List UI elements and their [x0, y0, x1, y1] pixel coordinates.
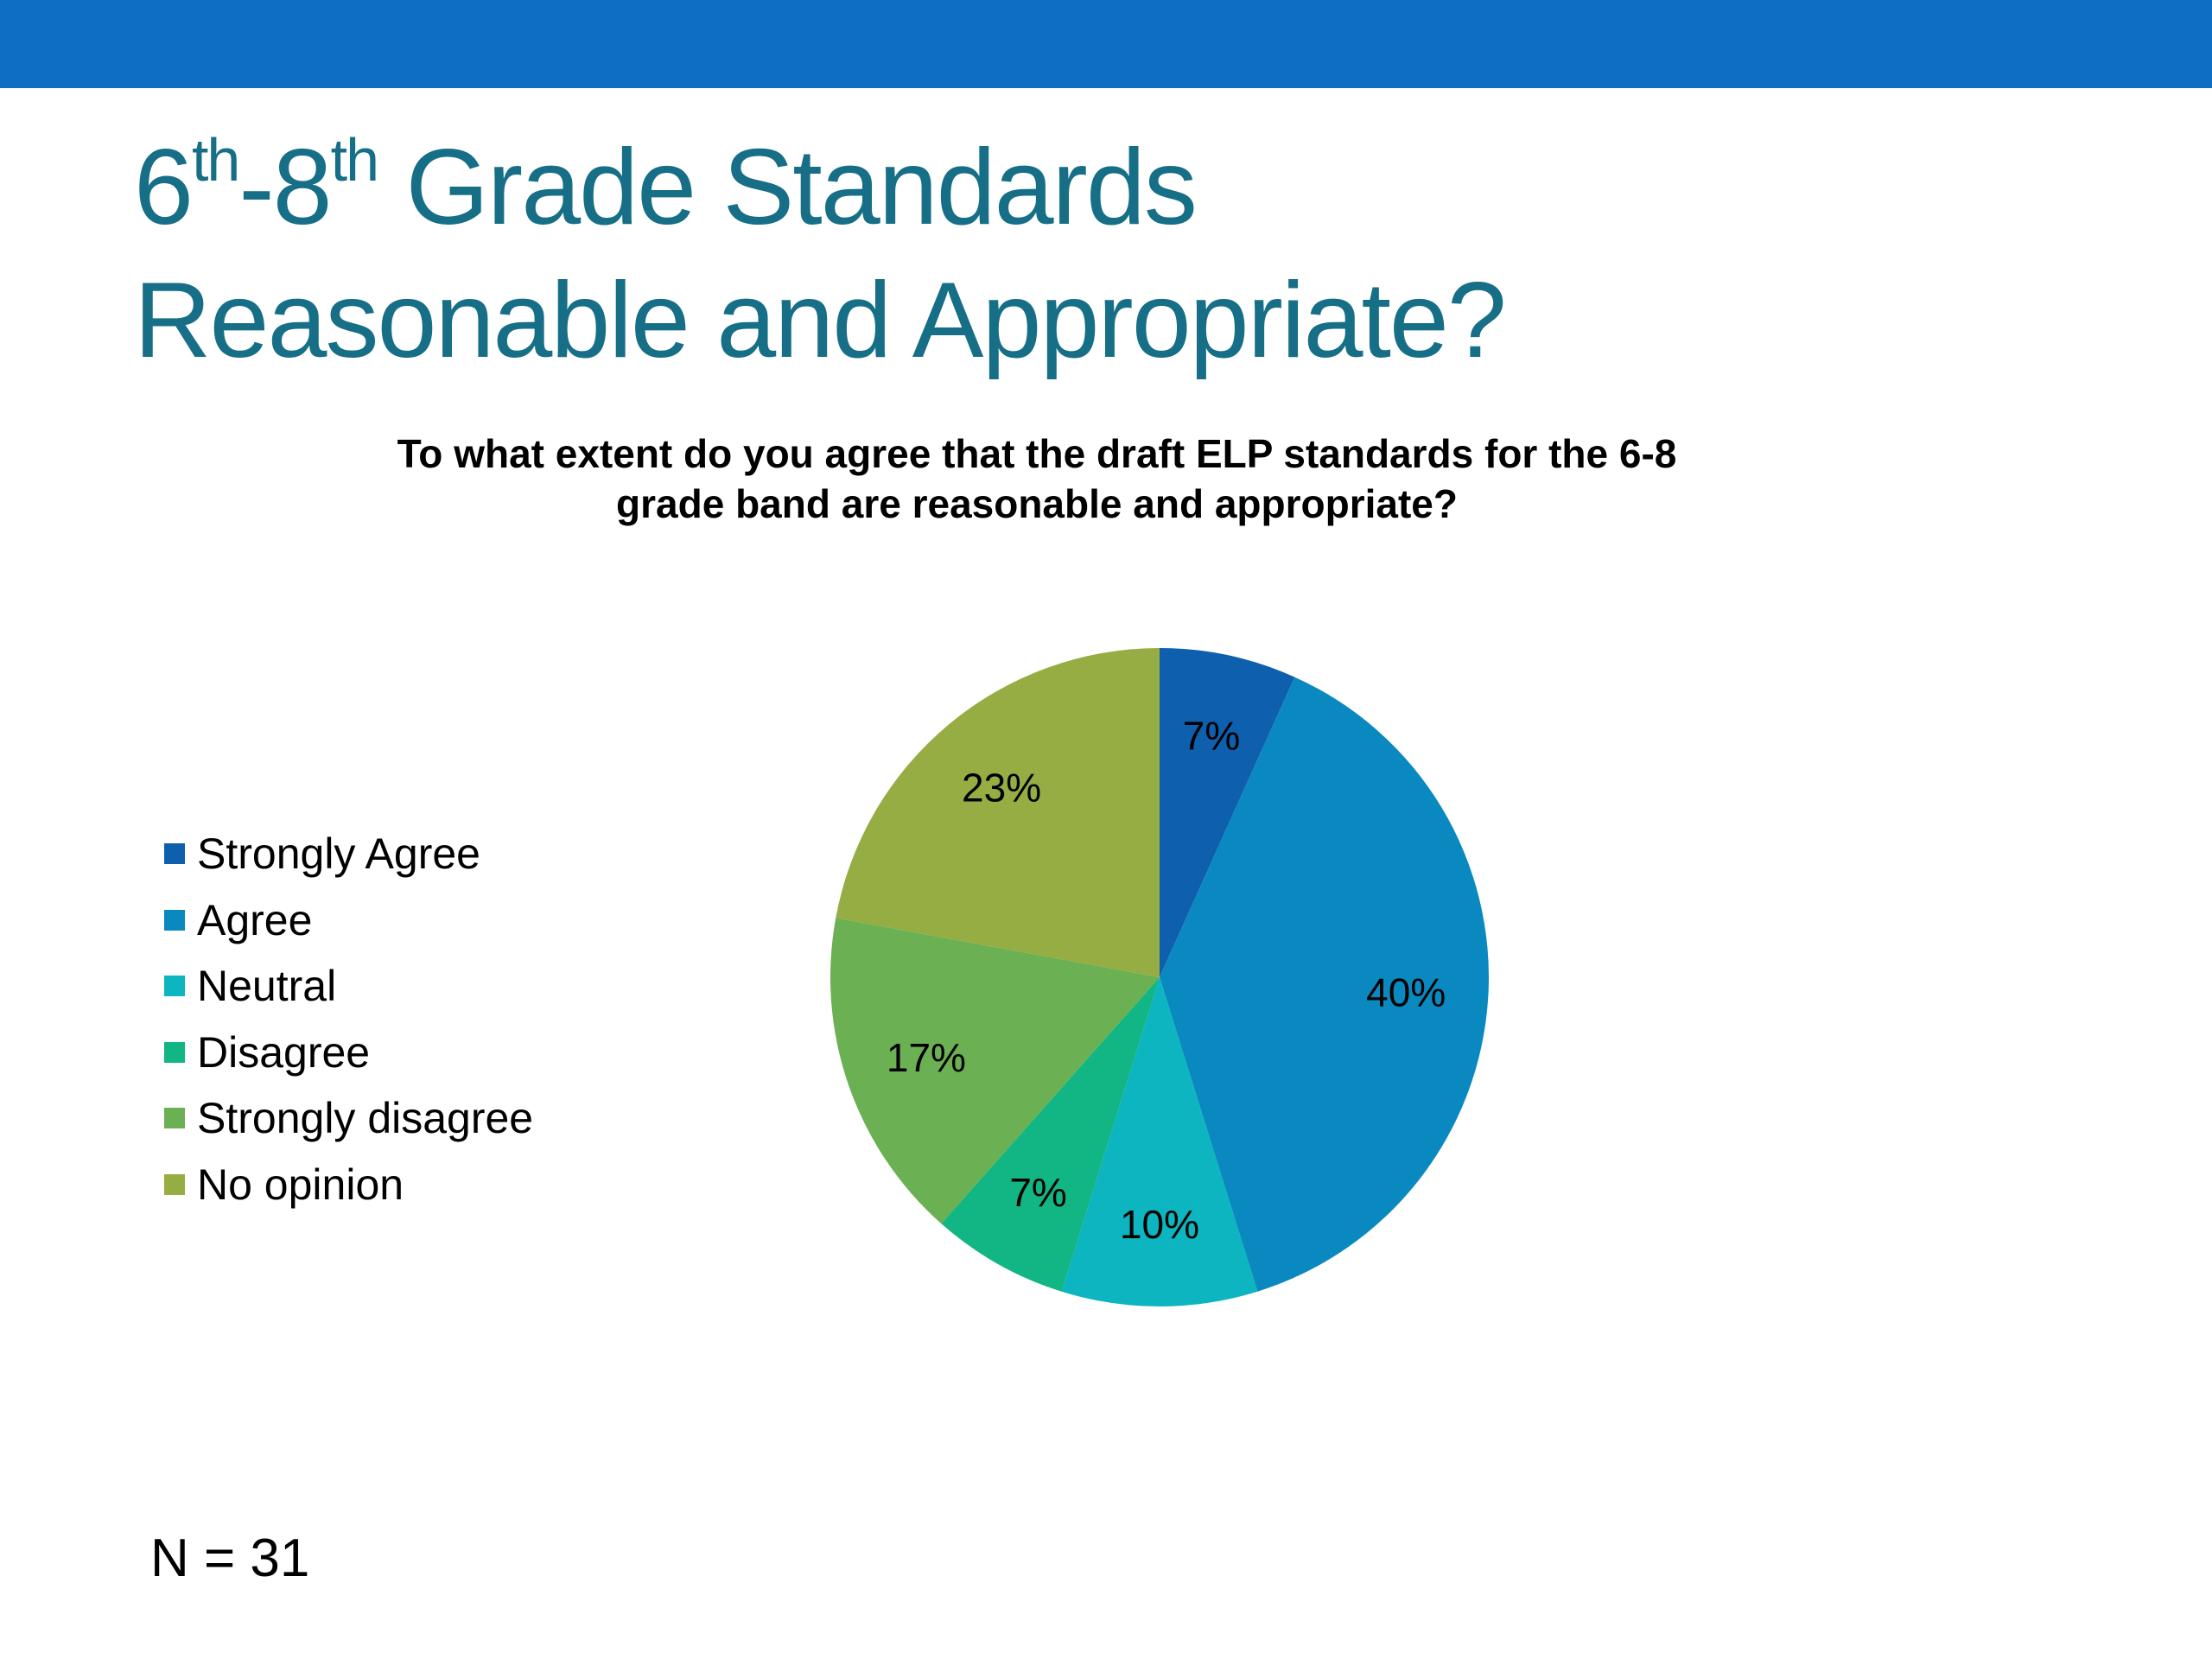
- pie-slice: [1160, 677, 1489, 1292]
- legend-label: Strongly disagree: [197, 1094, 534, 1143]
- sample-size-label: N = 31: [150, 1529, 310, 1588]
- data-label: 17%: [887, 1035, 966, 1080]
- legend-label: Disagree: [197, 1027, 371, 1077]
- data-label: 40%: [1366, 969, 1446, 1014]
- legend-label: No opinion: [197, 1160, 404, 1209]
- title-line-1: 6th-8th Grade Standards: [134, 121, 1862, 254]
- title-sup-2: th: [330, 125, 379, 194]
- title-sup-1: th: [191, 125, 240, 194]
- pie-slice: [941, 977, 1160, 1292]
- data-label: 23%: [962, 766, 1041, 810]
- legend-label: Neutral: [197, 962, 337, 1011]
- legend-swatch: [164, 843, 185, 865]
- pie-slice: [1061, 977, 1258, 1307]
- legend-swatch: [164, 1041, 185, 1063]
- chart-legend: Strongly Agree Agree Neutral Disagree Strong…: [164, 821, 533, 1217]
- legend-swatch: [164, 909, 185, 931]
- pie-slice: [836, 648, 1160, 977]
- top-bar: [0, 0, 2212, 88]
- chart-title: To what extent do you agree that the dra…: [164, 429, 1910, 529]
- pie-slice: [1160, 648, 1295, 977]
- legend-item: Agree: [164, 887, 533, 954]
- chart-title-line-2: grade band are reasonable and appropriat…: [616, 481, 1458, 526]
- title-line-2: Reasonable and Appropriate?: [134, 261, 1507, 380]
- legend-label: Agree: [197, 895, 313, 944]
- title-rest: Grade Standards: [378, 128, 1197, 247]
- legend-item: Neutral: [164, 953, 533, 1020]
- legend-item: Strongly Agree: [164, 821, 533, 887]
- legend-item: No opinion: [164, 1152, 533, 1218]
- title-num-6: 6: [134, 128, 194, 247]
- legend-swatch: [164, 1108, 185, 1129]
- legend-swatch: [164, 976, 185, 997]
- data-label: 7%: [1009, 1170, 1066, 1215]
- legend-swatch: [164, 1173, 185, 1195]
- page-title: 6th-8th Grade Standards Reasonable and A…: [134, 121, 1862, 387]
- title-num-8: -8: [238, 128, 332, 247]
- chart-title-line-1: To what extent do you agree that the dra…: [397, 431, 1677, 476]
- data-label: 7%: [1183, 714, 1240, 759]
- pie-slice: [830, 918, 1160, 1224]
- data-label: 10%: [1120, 1202, 1199, 1247]
- legend-item: Disagree: [164, 1020, 533, 1086]
- legend-label: Strongly Agree: [197, 830, 480, 879]
- legend-item: Strongly disagree: [164, 1085, 533, 1152]
